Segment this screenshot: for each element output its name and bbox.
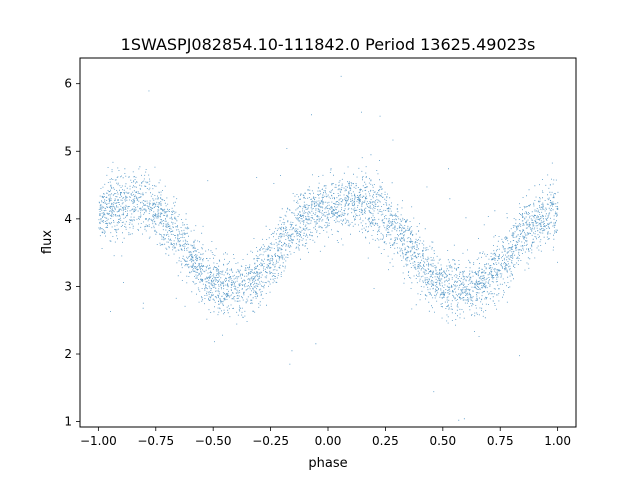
x-axis-ticks: −1.00 −0.75 −0.50 −0.25 0.00 0.25 0.50 0.75 1.00 bbox=[80, 427, 571, 448]
y-tick-label: 3 bbox=[64, 279, 72, 293]
x-tick-label: −0.75 bbox=[137, 434, 174, 448]
y-axis-ticks: 1 2 3 4 5 6 bbox=[64, 77, 80, 429]
x-tick-label: 1.00 bbox=[544, 434, 571, 448]
x-axis-label: phase bbox=[308, 456, 347, 471]
x-tick-label: 0.75 bbox=[487, 434, 514, 448]
y-tick-label: 6 bbox=[64, 77, 72, 91]
x-tick-label: 0.50 bbox=[429, 434, 456, 448]
x-tick-label: 0.25 bbox=[372, 434, 399, 448]
x-tick-label: −1.00 bbox=[80, 434, 117, 448]
x-tick-label: −0.50 bbox=[195, 434, 232, 448]
y-tick-label: 1 bbox=[64, 415, 72, 429]
y-tick-label: 2 bbox=[64, 347, 72, 361]
x-tick-label: 0.00 bbox=[315, 434, 342, 448]
chart-title: 1SWASPJ082854.10-111842.0 Period 13625.4… bbox=[121, 35, 536, 54]
y-tick-label: 4 bbox=[64, 212, 72, 226]
y-axis-label: flux bbox=[40, 230, 55, 254]
x-tick-label: −0.25 bbox=[252, 434, 289, 448]
y-tick-label: 5 bbox=[64, 144, 72, 158]
